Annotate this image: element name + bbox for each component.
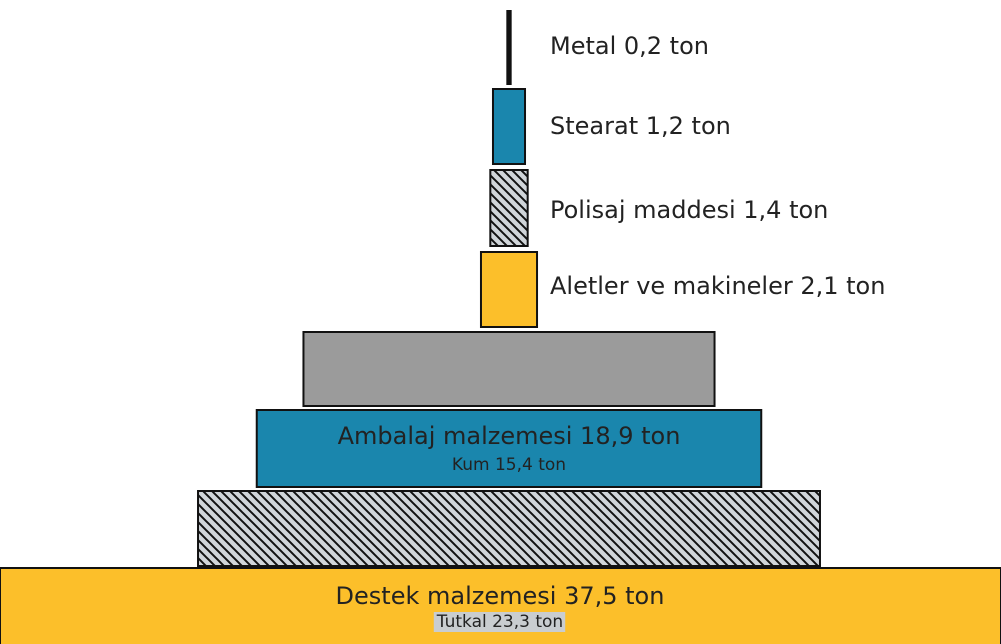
bar	[489, 169, 529, 247]
bar-label: Destek malzemesi 37,5 ton	[336, 582, 665, 610]
label-highlight	[433, 612, 566, 632]
bar-label: Polisaj maddesi 1,4 ton	[550, 196, 828, 224]
bar-label: Stearat 1,2 ton	[550, 112, 731, 140]
bar	[302, 331, 716, 407]
bar	[491, 88, 527, 165]
bar	[255, 409, 763, 488]
bar-label: Kum 15,4 ton	[452, 455, 566, 475]
bar-label: Metal 0,2 ton	[550, 32, 709, 60]
bar-label: Ambalaj malzemesi 18,9 ton	[338, 422, 681, 450]
bars	[0, 10, 1001, 644]
bar-label: Tutkal 23,3 ton	[436, 612, 563, 632]
bar-label: Aletler ve makineler 2,1 ton	[550, 272, 885, 300]
bar	[479, 251, 539, 328]
bar	[197, 490, 821, 567]
